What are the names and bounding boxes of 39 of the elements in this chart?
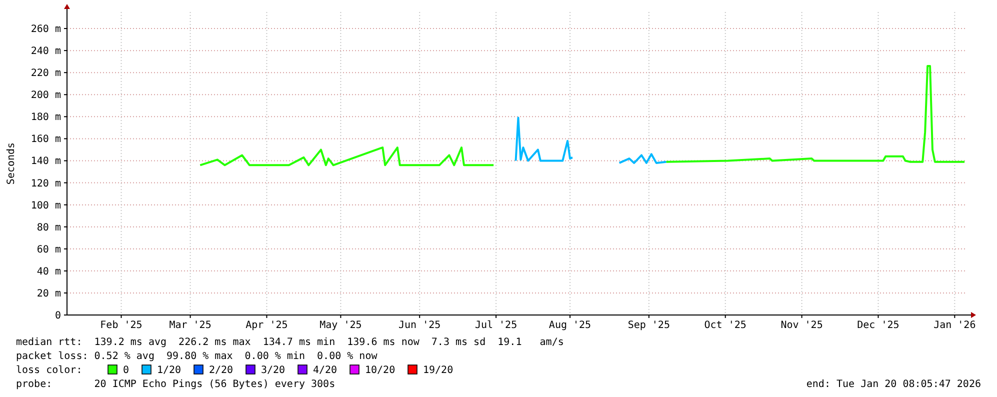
y-tick-label: 260 m <box>30 24 61 36</box>
legend-label: 19/20 <box>423 365 454 376</box>
x-tick-label: Aug '25 <box>548 320 592 331</box>
text: packet loss: 0.52 % avg 99.80 % max 0.00 % min 0.00 % now <box>16 351 378 362</box>
x-tick-label: Mar '25 <box>169 320 212 331</box>
y-tick-label: 0 <box>54 310 61 322</box>
text: end: Tue Jan 20 08:05:47 2026 <box>806 379 981 390</box>
x-tick-label: Jul '25 <box>474 320 518 331</box>
legend-label: 4/20 <box>313 365 338 376</box>
y-tick-label: 60 m <box>36 244 61 256</box>
legend-label: 10/20 <box>365 365 396 376</box>
legend-label: 3/20 <box>261 365 286 376</box>
y-tick-label: 160 m <box>30 134 61 146</box>
x-tick-label: Sep '25 <box>628 320 670 331</box>
x-tick-label: Jan '26 <box>934 320 976 331</box>
y-tick-label: 240 m <box>30 46 61 58</box>
y-tick-label: 140 m <box>30 156 61 168</box>
y-tick-label: 120 m <box>30 178 61 190</box>
legend-label: 0 <box>123 365 130 376</box>
x-tick-label: Jun '25 <box>398 320 441 331</box>
legend-label: 2/20 <box>209 365 234 376</box>
text: median rtt: 139.2 ms avg 226.2 ms max 134.7 ms min 139.6 ms now 7.3 ms sd 19.1 am/s <box>16 337 564 348</box>
y-tick-label: 100 m <box>30 200 61 212</box>
x-tick-label: May '25 <box>320 320 362 331</box>
legend-title: loss color: <box>16 365 82 376</box>
y-axis-title: Seconds <box>6 142 17 185</box>
x-tick-label: Feb '25 <box>100 320 142 331</box>
y-tick-label: 220 m <box>30 68 61 80</box>
y-tick-label: 80 m <box>36 222 61 234</box>
text: probe: 20 ICMP Echo Pings (56 Bytes) every 300s <box>16 379 336 390</box>
y-tick-label: 40 m <box>36 266 61 278</box>
x-tick-label: Dec '25 <box>857 320 900 331</box>
x-tick-label: Nov '25 <box>780 320 823 331</box>
legend-label: 1/20 <box>157 365 182 376</box>
x-tick-label: Oct '25 <box>704 320 746 331</box>
x-tick-label: Apr '25 <box>246 320 288 331</box>
y-tick-label: 200 m <box>30 90 61 102</box>
y-tick-label: 180 m <box>30 112 61 124</box>
y-tick-label: 20 m <box>36 288 61 300</box>
